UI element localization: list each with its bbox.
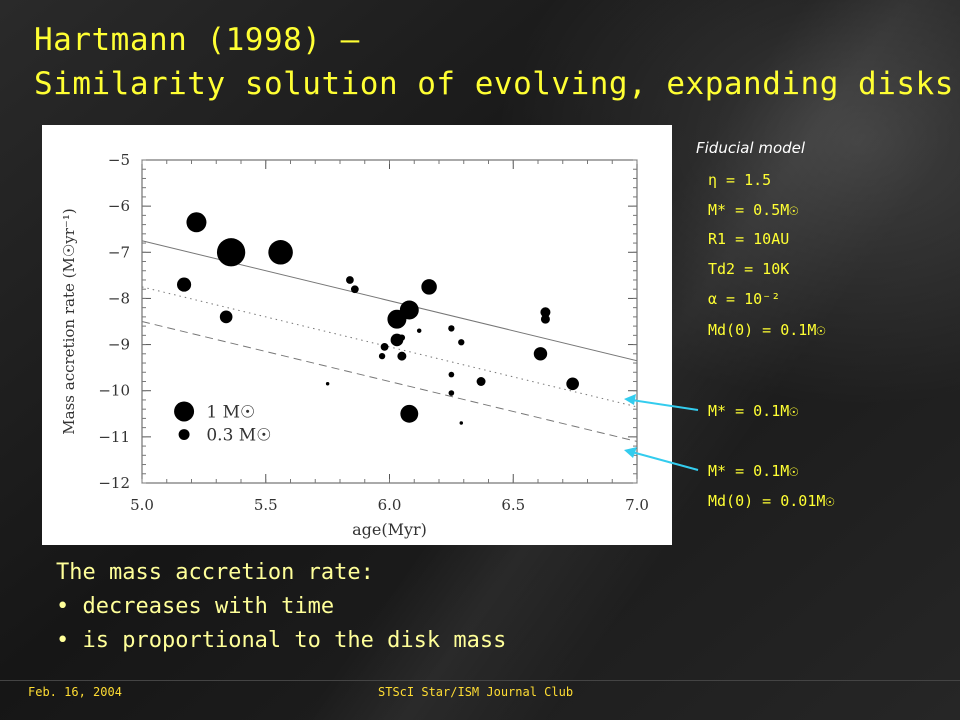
model-line-solid [141,240,638,362]
footer-date: Feb. 16, 2004 [28,685,122,699]
data-point [540,307,551,318]
fiducial-model-header: Fiducial model [696,139,806,157]
data-point [566,377,579,391]
slide-body: The mass accretion rate: • decreases wit… [56,556,506,658]
legend-label: 1 M☉ [206,402,255,422]
y-tick-label: −8 [108,289,130,307]
data-point [476,377,486,386]
param-alpha: α = 10⁻² [708,290,781,308]
data-point [540,314,550,324]
dashed-line-label-2: Md(0) = 0.01M☉ [708,492,835,510]
title-line-2: Similarity solution of evolving, expandi… [34,66,954,102]
y-tick-label: −10 [98,382,130,400]
legend-marker [174,401,195,422]
y-tick-label: −9 [108,336,130,354]
param-eta: η = 1.5 [708,171,772,189]
param-stellar-mass: M* = 0.5M☉ [708,201,799,219]
data-point [397,351,407,361]
bullet-item-2: • is proportional to the disk mass [56,628,507,653]
data-point [421,279,437,295]
y-tick-label: −7 [108,243,130,261]
data-point [448,325,455,332]
x-tick-label: 6.0 [378,496,402,514]
param-radius: R1 = 10AU [708,230,790,248]
dashed-line-label-1: M* = 0.1M☉ [708,462,799,480]
data-point [268,240,293,265]
data-point [346,276,354,284]
data-point [448,390,455,396]
data-point [416,328,422,333]
data-point [378,352,386,360]
x-tick-label: 7.0 [625,496,649,514]
y-tick-label: −5 [108,151,130,169]
data-point [458,339,465,346]
data-point [186,212,207,233]
data-point [459,421,464,425]
slide-title: Hartmann (1998) – Similarity solution of… [34,18,954,106]
y-tick-label: −11 [98,428,130,446]
accretion-rate-figure: 5.0 5.5 6.0 6.5 7.0 −5 −6 −7 −8 −9 −10 −11 −12 age(My… [42,125,672,545]
x-tick-label: 5.0 [130,496,154,514]
x-tick-label: 5.5 [254,496,278,514]
bullet-text-2: is proportional to the disk mass [82,628,507,653]
footer-divider [0,680,960,681]
dotted-line-label: M* = 0.1M☉ [708,402,799,420]
bullet-text-1: decreases with time [82,594,335,619]
legend-label: 0.3 M☉ [206,426,271,446]
y-axis-label: Mass accretion rate (M☉yr⁻¹) [60,208,78,434]
data-point [448,371,455,378]
footer-center: STScI Star/ISM Journal Club [378,685,574,699]
y-tick-label: −12 [98,474,130,492]
x-tick-label: 6.5 [501,496,525,514]
legend-marker [178,429,190,441]
x-axis-label: age(Myr) [352,520,427,539]
param-disk-mass: Md(0) = 0.1M☉ [708,321,826,339]
body-heading: The mass accretion rate: [56,560,374,585]
model-line-dotted [141,286,638,408]
bullet-item-1: • decreases with time [56,594,335,619]
y-tick-label: −6 [108,197,130,215]
data-point [533,347,548,361]
data-point [380,343,389,351]
data-point [216,238,246,267]
data-point [325,382,330,386]
data-point [400,404,419,423]
data-point [219,310,233,324]
param-temperature: Td2 = 10K [708,260,790,278]
data-point [398,334,406,341]
title-line-1: Hartmann (1998) – [34,22,360,58]
data-point [177,277,192,292]
data-point [350,285,359,294]
accretion-rate-chart: 5.0 5.5 6.0 6.5 7.0 −5 −6 −7 −8 −9 −10 −11 −12 age(My… [60,151,649,539]
model-line-dashed [141,321,638,442]
data-point [387,309,407,329]
